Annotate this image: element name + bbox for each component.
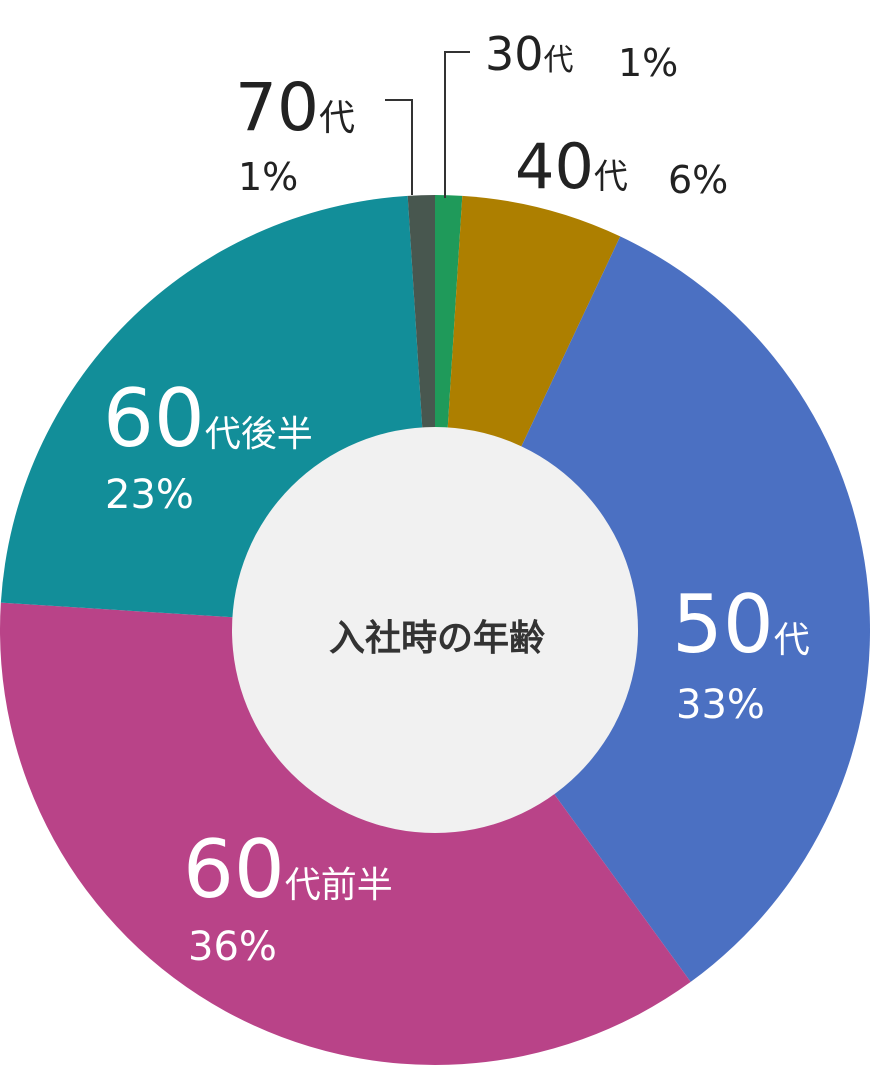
- category-label: 30代: [485, 27, 574, 81]
- slice: [435, 236, 870, 982]
- donut-hole: [232, 427, 638, 833]
- center-title: 入社時の年齢: [329, 618, 545, 659]
- category-label: 70代: [235, 69, 355, 146]
- percent-label: 33%: [676, 682, 765, 728]
- slice: [0, 602, 691, 1065]
- category-label: 40代: [515, 130, 628, 203]
- category-label: 50代: [672, 578, 810, 671]
- category-label: 60代前半: [183, 823, 393, 916]
- leader-line: [385, 99, 413, 195]
- category-label: 60代後半: [103, 372, 313, 465]
- leader-line: [444, 51, 470, 198]
- percent-label: 6%: [668, 158, 728, 202]
- percent-label: 1%: [618, 41, 678, 85]
- percent-label: 23%: [105, 472, 194, 518]
- percent-label: 1%: [238, 155, 298, 199]
- percent-label: 36%: [188, 924, 277, 970]
